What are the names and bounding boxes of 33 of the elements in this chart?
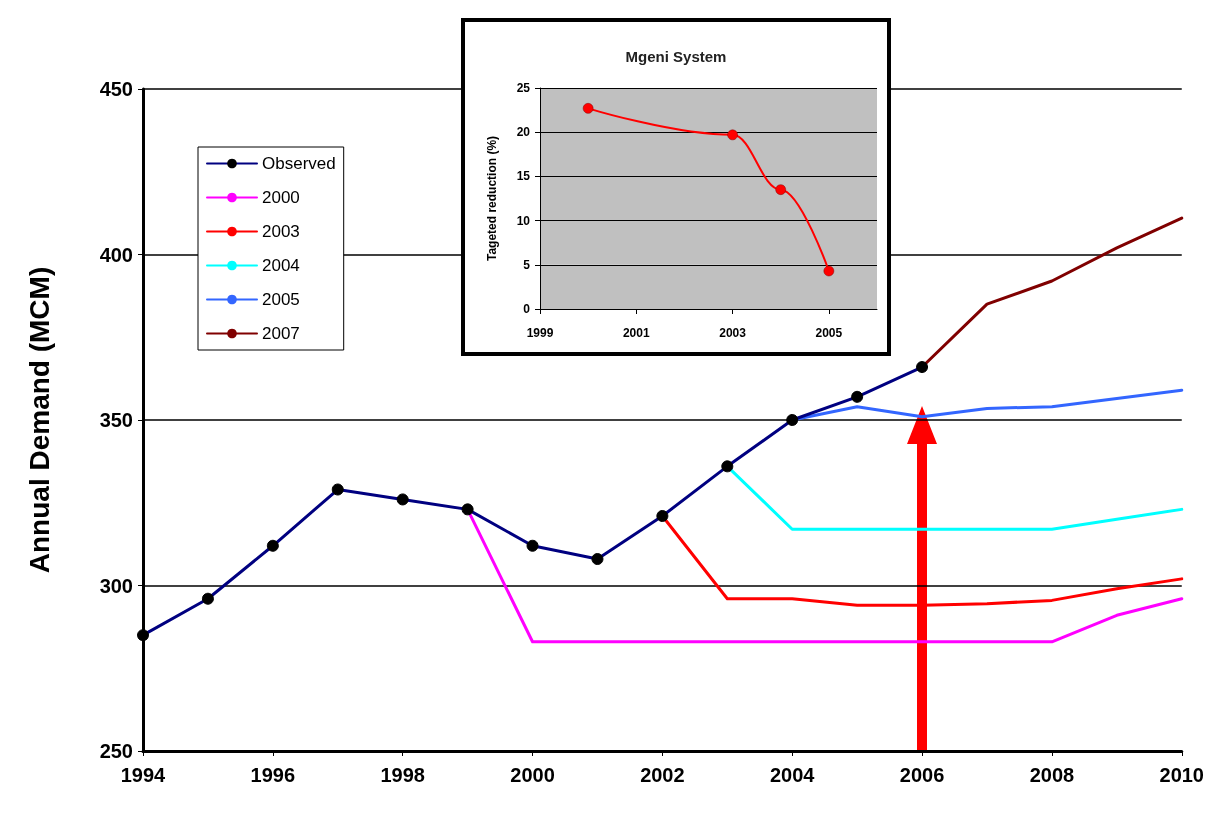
legend-label: Observed <box>262 154 336 173</box>
legend-label: 2000 <box>262 188 300 207</box>
y-tick-label: 400 <box>99 243 133 266</box>
y-tick-label: 15 <box>516 169 531 184</box>
x-tick-label: 2003 <box>719 326 747 340</box>
y-tick-label: 25 <box>516 81 531 95</box>
y-tick-label: 450 <box>99 78 133 100</box>
y-axis-title: Annual Demand (MCM) <box>23 266 55 574</box>
y-tick-label: 10 <box>516 213 531 228</box>
legend-label: 2004 <box>262 256 300 275</box>
y-axis-title: Tageted reduction (%) <box>485 135 499 262</box>
legend-label: 2003 <box>262 222 300 241</box>
x-tick-label: 1999 <box>526 326 554 340</box>
x-tick-label: 2002 <box>640 764 685 786</box>
y-tick-label: 350 <box>99 409 133 431</box>
x-tick-label: 2005 <box>815 326 843 340</box>
x-tick-label: 2001 <box>622 326 650 340</box>
x-tick-label: 1998 <box>380 764 425 786</box>
y-tick-label: 5 <box>523 257 531 272</box>
y-tick-label: 300 <box>99 574 133 597</box>
legend-label: 2005 <box>262 290 300 309</box>
x-tick-label: 2006 <box>899 764 945 786</box>
x-tick-label: 2004 <box>769 764 816 786</box>
x-tick-label: 2000 <box>510 764 555 786</box>
x-tick-label: 2008 <box>1029 764 1075 786</box>
x-tick-label: 1994 <box>120 764 167 786</box>
legend-label: 2007 <box>262 324 300 343</box>
chart-title: Mgeni System <box>625 48 727 65</box>
y-tick-label: 20 <box>516 125 531 140</box>
x-tick-label: 1996 <box>250 764 296 786</box>
y-tick-label: 250 <box>99 740 133 762</box>
y-tick-label: 0 <box>523 302 531 316</box>
x-tick-label: 2010 <box>1159 764 1204 786</box>
